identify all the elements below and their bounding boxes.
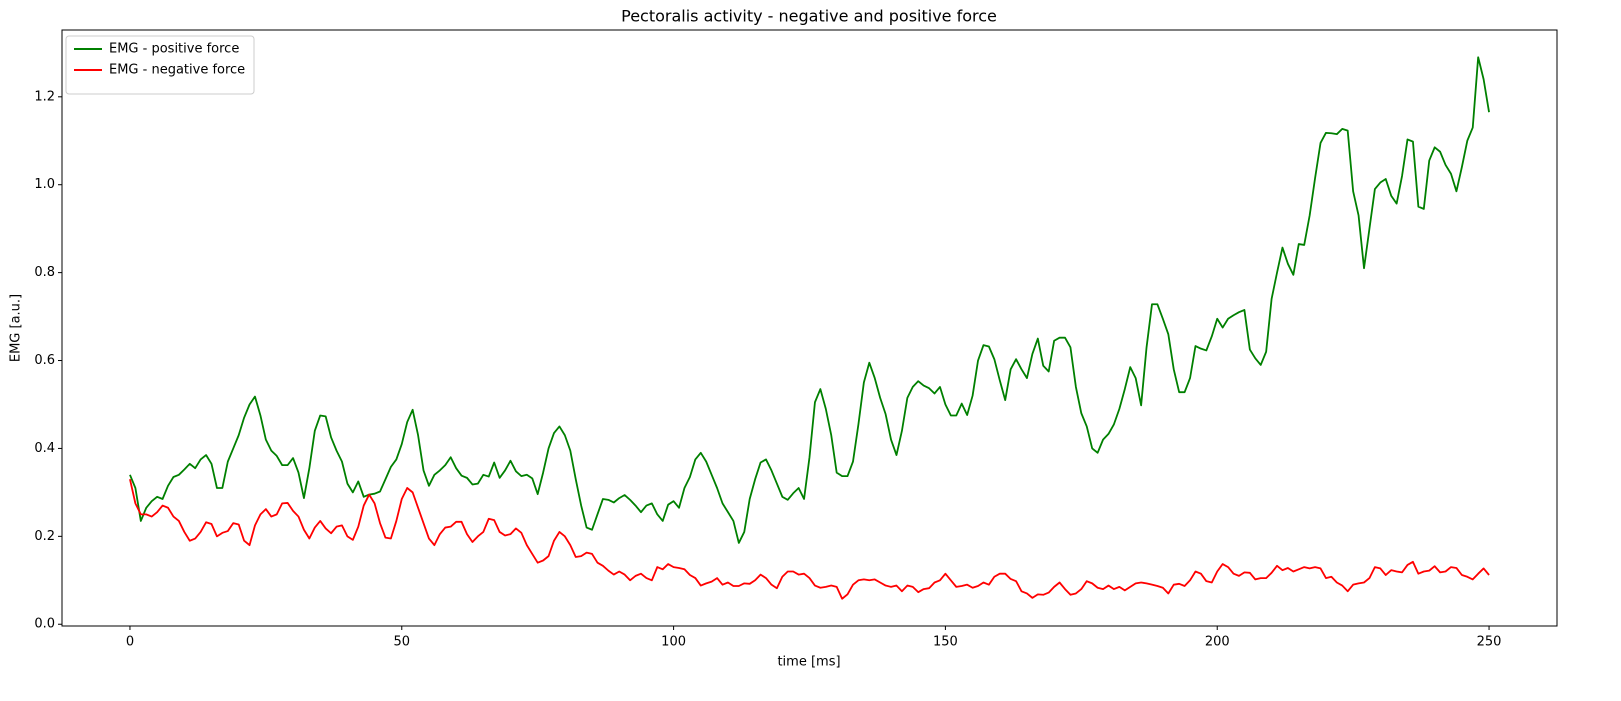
y-axis-label: EMG [a.u.] (9, 294, 24, 362)
x-axis-label: time [ms] (777, 655, 840, 670)
axes-frame (61, 29, 1558, 627)
y-tick-label: 1.2 (34, 89, 55, 104)
x-tick-label: 250 (1477, 635, 1502, 650)
y-tick-label: 0.2 (34, 529, 55, 544)
x-tick-label: 200 (1205, 635, 1230, 650)
y-tick-label: 0.4 (34, 441, 55, 456)
series-line (129, 56, 1490, 544)
x-tick-label: 50 (393, 635, 410, 650)
x-tick-label: 0 (126, 635, 134, 650)
y-tick-label: 0.8 (34, 265, 55, 280)
series-line (129, 479, 1490, 600)
x-tick-label: 150 (933, 635, 958, 650)
x-tick-label: 100 (661, 635, 686, 650)
legend-label: EMG - negative force (109, 63, 245, 78)
legend-label: EMG - positive force (109, 42, 239, 57)
legend-box (65, 35, 255, 95)
y-tick-label: 0.0 (34, 617, 55, 632)
chart-title: Pectoralis activity - negative and posit… (621, 7, 997, 26)
y-tick-label: 1.0 (34, 177, 55, 192)
y-tick-label: 0.6 (34, 353, 55, 368)
